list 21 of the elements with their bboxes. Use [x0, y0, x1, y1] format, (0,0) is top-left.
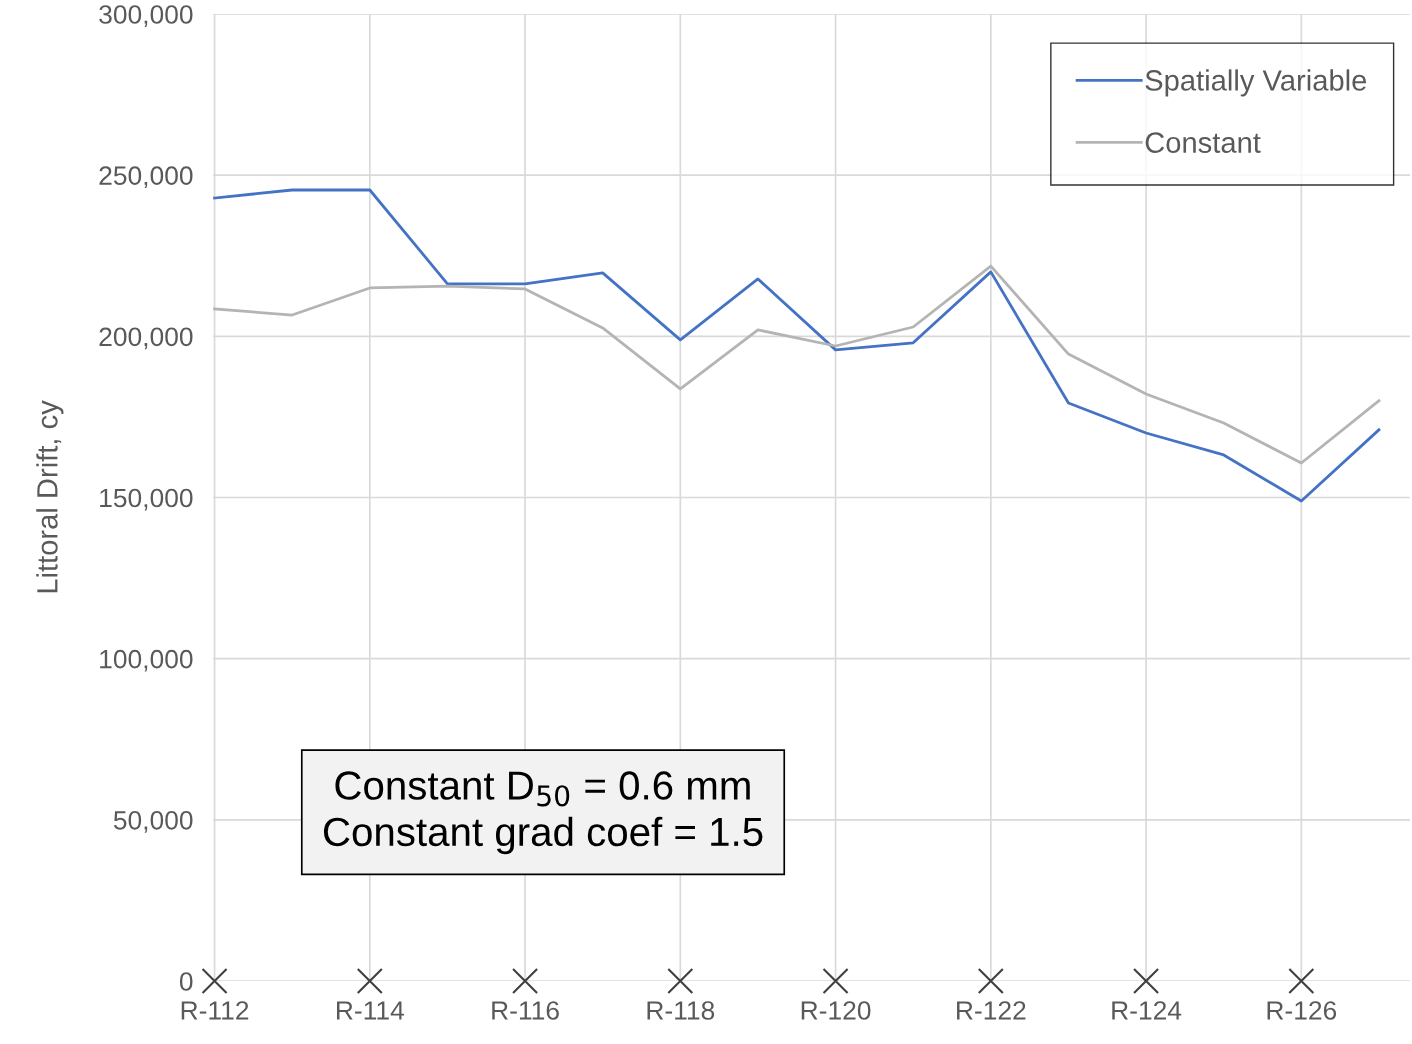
legend-label: Constant	[1145, 132, 1261, 153]
y-tick-label: 150,000	[100, 488, 193, 511]
line-series	[213, 264, 1381, 465]
y-tick-label: 300,000	[99, 5, 193, 27]
line-series	[213, 188, 1381, 503]
x-tick-label: R-122	[957, 1001, 1026, 1020]
y-tick-label: 50,000	[113, 810, 193, 833]
x-tick-label: R-114	[337, 1001, 404, 1020]
x-tick-label: R-116	[492, 1001, 559, 1020]
y-axis-title: Littoral Drift, cy	[36, 400, 64, 593]
x-tick-label: R-112	[181, 1001, 249, 1020]
x-tick-label: R-124	[1112, 1001, 1182, 1020]
y-tick-label: 200,000	[99, 327, 193, 350]
x-tick-label: R-118	[647, 1001, 715, 1020]
annotation: Constant D$_{50}$ = 0.6 mm Constant grad coef = 1.5	[323, 771, 763, 855]
y-tick-label: 0	[179, 972, 193, 991]
x-tick-label: R-126	[1267, 1001, 1337, 1020]
y-tick-label: 100,000	[100, 649, 193, 672]
legend-label: Spatially Variable	[1145, 69, 1367, 97]
x-tick-label: R-120	[801, 1001, 871, 1020]
y-tick-label: 250,000	[99, 166, 193, 189]
